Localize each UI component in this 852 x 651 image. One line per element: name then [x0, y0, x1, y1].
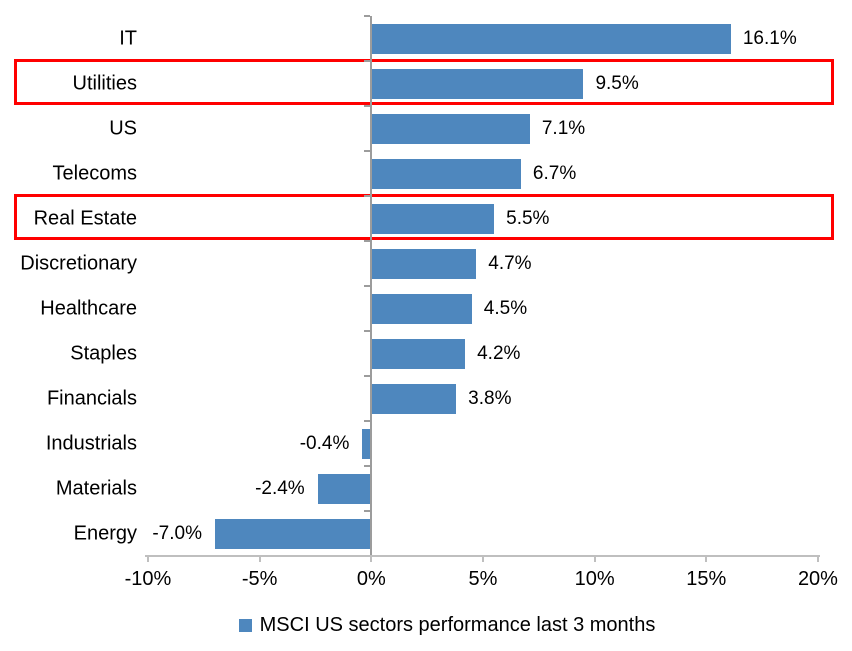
bar [371, 23, 731, 54]
category-axis-tick [364, 375, 371, 377]
bar [371, 203, 495, 234]
category-axis-tick [364, 150, 371, 152]
category-axis-tick [364, 510, 371, 512]
category-axis-tick [364, 195, 371, 197]
value-axis-tick [816, 556, 819, 562]
category-label: IT [119, 27, 137, 49]
category-label: Energy [73, 522, 137, 544]
category-axis-tick [364, 105, 371, 107]
category-label: Financials [46, 387, 137, 409]
category-label: Discretionary [20, 252, 137, 274]
bar [371, 338, 466, 369]
bar [214, 518, 372, 549]
value-label: 4.7% [488, 252, 532, 274]
value-label: 4.5% [483, 297, 528, 319]
value-label: 7.1% [541, 117, 586, 139]
category-label: Telecoms [52, 162, 137, 184]
value-axis-tick-label: 10% [574, 568, 615, 590]
bar [371, 158, 521, 189]
value-axis-tick [705, 556, 708, 562]
legend-entry: MSCI US sectors performance last 3 month… [238, 613, 656, 637]
value-label: 16.1% [742, 27, 797, 49]
value-axis-tick-label: 20% [797, 568, 838, 590]
legend-swatch-icon [238, 618, 252, 632]
value-label: -2.4% [255, 477, 305, 499]
value-label: 6.7% [532, 162, 577, 184]
category-axis-tick [364, 15, 371, 17]
value-axis-tick-label: -10% [124, 568, 172, 590]
highlight-box-real-estate [14, 194, 834, 240]
bar [371, 248, 477, 279]
value-axis-tick [593, 556, 596, 562]
value-label: 9.5% [595, 72, 639, 94]
value-label: 3.8% [468, 387, 512, 409]
bar [362, 428, 372, 459]
value-axis-tick-label: -5% [241, 568, 278, 590]
category-axis-tick [364, 60, 371, 62]
bar [371, 293, 472, 324]
bar [317, 473, 372, 504]
value-axis-tick-label: 5% [468, 568, 498, 590]
category-label: Real Estate [33, 207, 137, 229]
category-label: Industrials [45, 432, 137, 454]
category-axis-tick [364, 240, 371, 242]
value-axis-tick [370, 556, 373, 562]
bar [371, 383, 457, 414]
category-label: Utilities [72, 72, 137, 94]
value-axis-tick-label: 0% [356, 568, 386, 590]
value-axis-tick-label: 15% [686, 568, 727, 590]
legend: MSCI US sectors performance last 3 month… [0, 611, 852, 639]
category-axis-line [370, 16, 373, 562]
value-axis-tick [146, 556, 149, 562]
category-label: Materials [55, 477, 137, 499]
category-axis-tick [364, 465, 371, 467]
category-label: Staples [70, 342, 137, 364]
bar [371, 113, 530, 144]
value-label: 4.2% [477, 342, 521, 364]
category-axis-tick [364, 330, 371, 332]
value-label: -7.0% [152, 522, 202, 544]
value-axis-tick [258, 556, 261, 562]
category-label: Healthcare [40, 297, 137, 319]
category-axis-tick [364, 285, 371, 287]
value-axis-tick [481, 556, 484, 562]
category-axis-tick [364, 420, 371, 422]
highlight-box-utilities [14, 59, 834, 105]
value-label: -0.4% [299, 432, 350, 454]
category-label: US [109, 117, 137, 139]
value-label: 5.5% [506, 207, 550, 229]
bar [371, 68, 584, 99]
legend-label: MSCI US sectors performance last 3 month… [259, 613, 656, 636]
